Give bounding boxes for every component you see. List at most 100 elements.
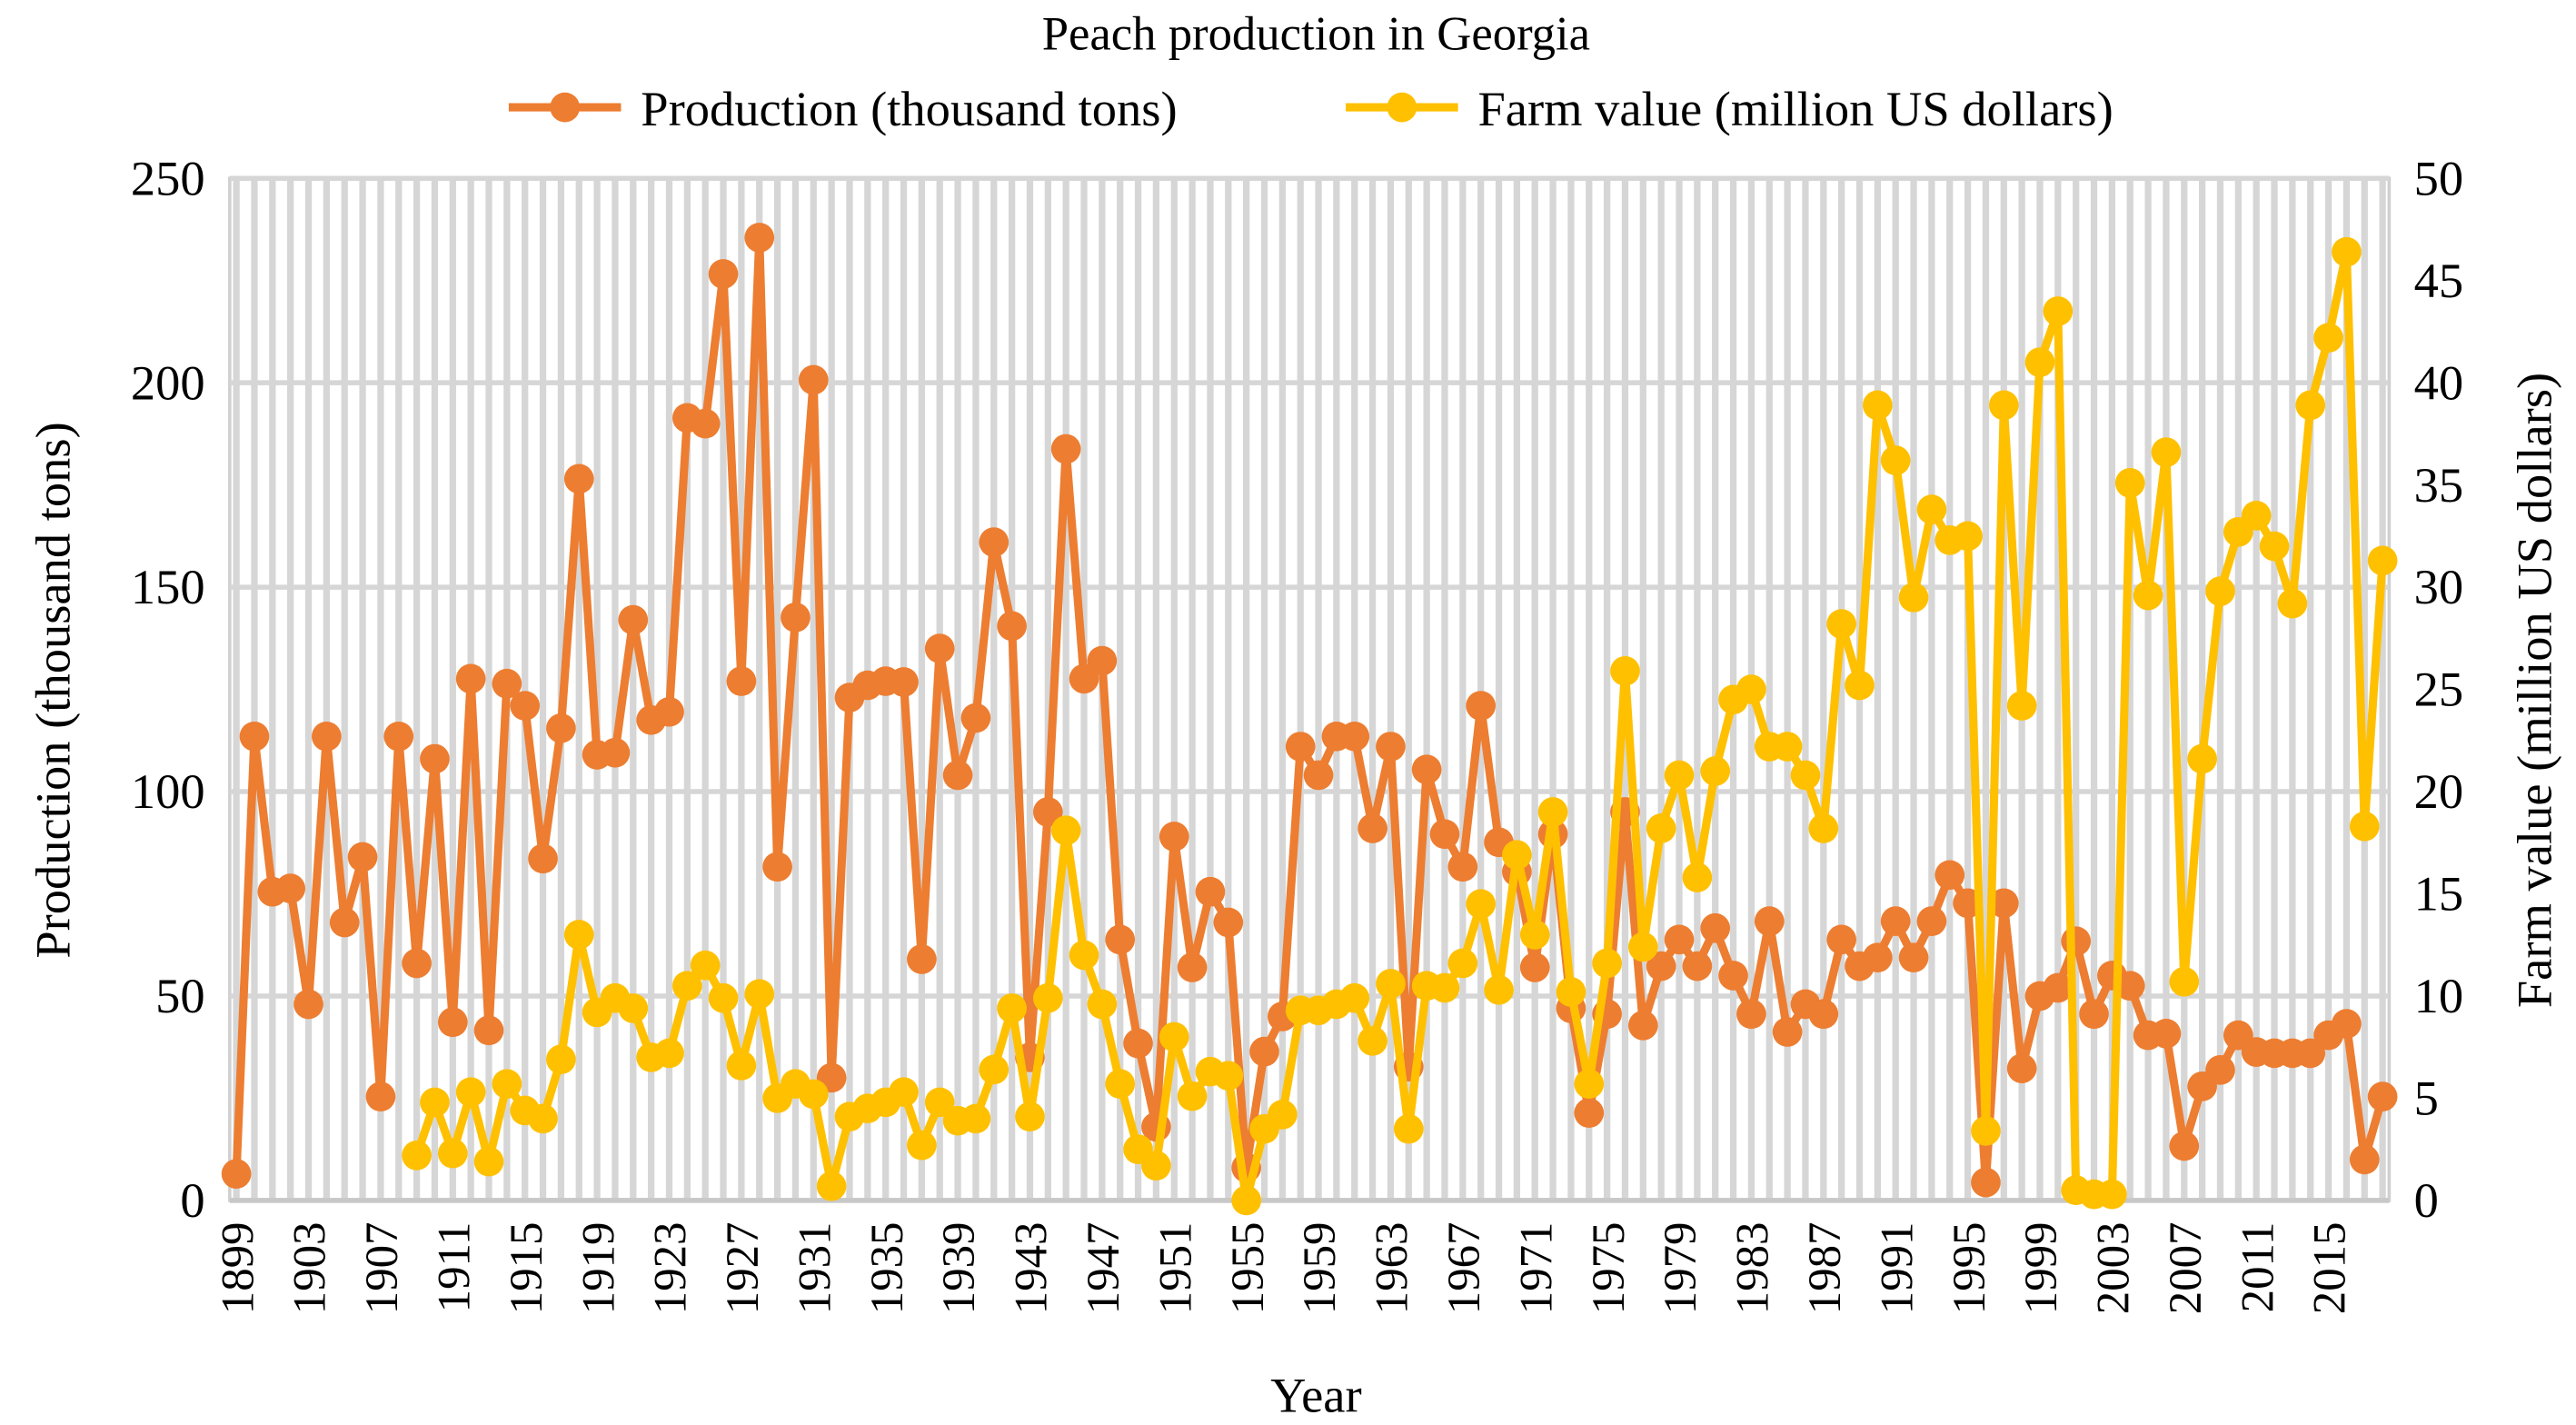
data-point: [455, 663, 486, 694]
data-point: [1610, 655, 1640, 686]
data-point: [979, 1054, 1010, 1085]
data-point: [2133, 580, 2163, 611]
left-y-tick-label: 150: [131, 559, 205, 614]
data-point: [618, 993, 649, 1023]
data-point: [528, 843, 558, 874]
x-tick-label: 2007: [2161, 1222, 2212, 1315]
left-y-tick-label: 50: [155, 968, 205, 1023]
data-point: [690, 408, 721, 439]
data-point: [2006, 1053, 2037, 1083]
right-y-tick-label: 10: [2414, 968, 2464, 1023]
data-point: [437, 1138, 468, 1169]
data-point: [1213, 1061, 1244, 1091]
data-point: [2169, 966, 2200, 997]
legend-item-farm-value: Farm value (million US dollars): [1346, 81, 2114, 136]
data-point: [744, 223, 775, 253]
x-tick-label: 1907: [357, 1222, 408, 1315]
legend: Production (thousand tons) Farm value (m…: [508, 81, 2114, 136]
x-axis-title: Year: [1270, 1367, 1361, 1422]
data-point: [726, 666, 757, 696]
data-point: [383, 721, 414, 752]
data-point: [1880, 445, 1911, 475]
data-point: [1646, 813, 1676, 843]
data-point: [1971, 1167, 2001, 1198]
data-point: [1519, 920, 1550, 950]
data-point: [1537, 797, 1568, 827]
right-y-tick-label: 0: [2414, 1172, 2439, 1228]
x-tick-label: 1995: [1944, 1222, 1995, 1315]
data-point: [1213, 907, 1244, 938]
data-point: [907, 944, 937, 974]
data-point: [2313, 323, 2343, 354]
data-point: [275, 873, 306, 904]
data-point: [1682, 862, 1713, 892]
series-layer: [221, 223, 2398, 1216]
data-point: [1429, 972, 1460, 1003]
data-point: [1376, 969, 1406, 999]
data-point: [2367, 545, 2398, 576]
data-point: [1772, 1017, 1803, 1047]
x-axis: 1899 1903 1907 1911 1915 1919 1923 1927 1931 1935…: [213, 1222, 2355, 1315]
data-point: [1159, 1021, 1189, 1052]
data-point: [1087, 989, 1118, 1020]
data-point: [510, 691, 541, 721]
data-point: [492, 668, 522, 699]
data-point: [1790, 760, 1821, 791]
data-point: [402, 948, 432, 979]
data-point: [2097, 1179, 2127, 1210]
data-point: [347, 842, 378, 872]
data-point: [1916, 494, 1947, 524]
data-point: [2043, 296, 2074, 326]
data-point: [708, 259, 739, 289]
data-point: [1934, 860, 1965, 891]
data-point: [600, 737, 631, 768]
data-point: [329, 907, 360, 938]
data-point: [2295, 1038, 2326, 1069]
x-tick-label: 1987: [1800, 1222, 1851, 1315]
x-tick-label: 2011: [2233, 1222, 2283, 1313]
data-point: [618, 604, 649, 635]
data-point: [1032, 797, 1063, 827]
right-y-tick-label: 25: [2414, 662, 2464, 717]
data-point: [816, 1171, 847, 1201]
left-y-tick-label: 200: [131, 354, 205, 410]
data-point: [221, 1159, 252, 1190]
data-point: [1592, 948, 1622, 979]
data-point: [1646, 951, 1676, 982]
data-point: [708, 982, 739, 1013]
data-point: [1808, 813, 1839, 843]
right-y-tick-label: 5: [2414, 1071, 2439, 1126]
x-tick-label: 1919: [573, 1222, 624, 1315]
data-point: [997, 993, 1027, 1023]
x-tick-label: 1975: [1584, 1222, 1635, 1315]
x-tick-label: 1983: [1728, 1222, 1779, 1315]
legend-item-production: Production (thousand tons): [508, 81, 1178, 136]
data-point: [1358, 813, 1387, 843]
data-point: [473, 1015, 504, 1046]
x-tick-label: 1947: [1079, 1222, 1129, 1315]
data-point: [1177, 1081, 1208, 1111]
data-point: [1411, 754, 1442, 785]
data-point: [1953, 521, 1983, 552]
x-tick-label: 2015: [2305, 1222, 2356, 1315]
data-point: [420, 743, 450, 774]
data-point: [2043, 972, 2074, 1003]
data-point: [402, 1141, 432, 1171]
data-point: [1231, 1185, 1262, 1216]
data-point: [2006, 691, 2037, 721]
right-y-tick-label: 50: [2414, 150, 2464, 205]
x-tick-label: 1939: [934, 1222, 985, 1315]
data-point: [1466, 889, 1497, 920]
data-point: [1339, 721, 1370, 752]
data-point: [1682, 951, 1713, 982]
data-point: [798, 364, 829, 395]
legend-label-farm-value: Farm value (million US dollars): [1477, 81, 2113, 136]
data-point: [1032, 982, 1063, 1013]
data-point: [1429, 819, 1460, 850]
data-point: [1069, 663, 1099, 694]
data-point: [979, 527, 1010, 557]
data-point: [1087, 645, 1118, 676]
data-point: [671, 971, 702, 1001]
x-tick-label: 2003: [2089, 1222, 2140, 1315]
